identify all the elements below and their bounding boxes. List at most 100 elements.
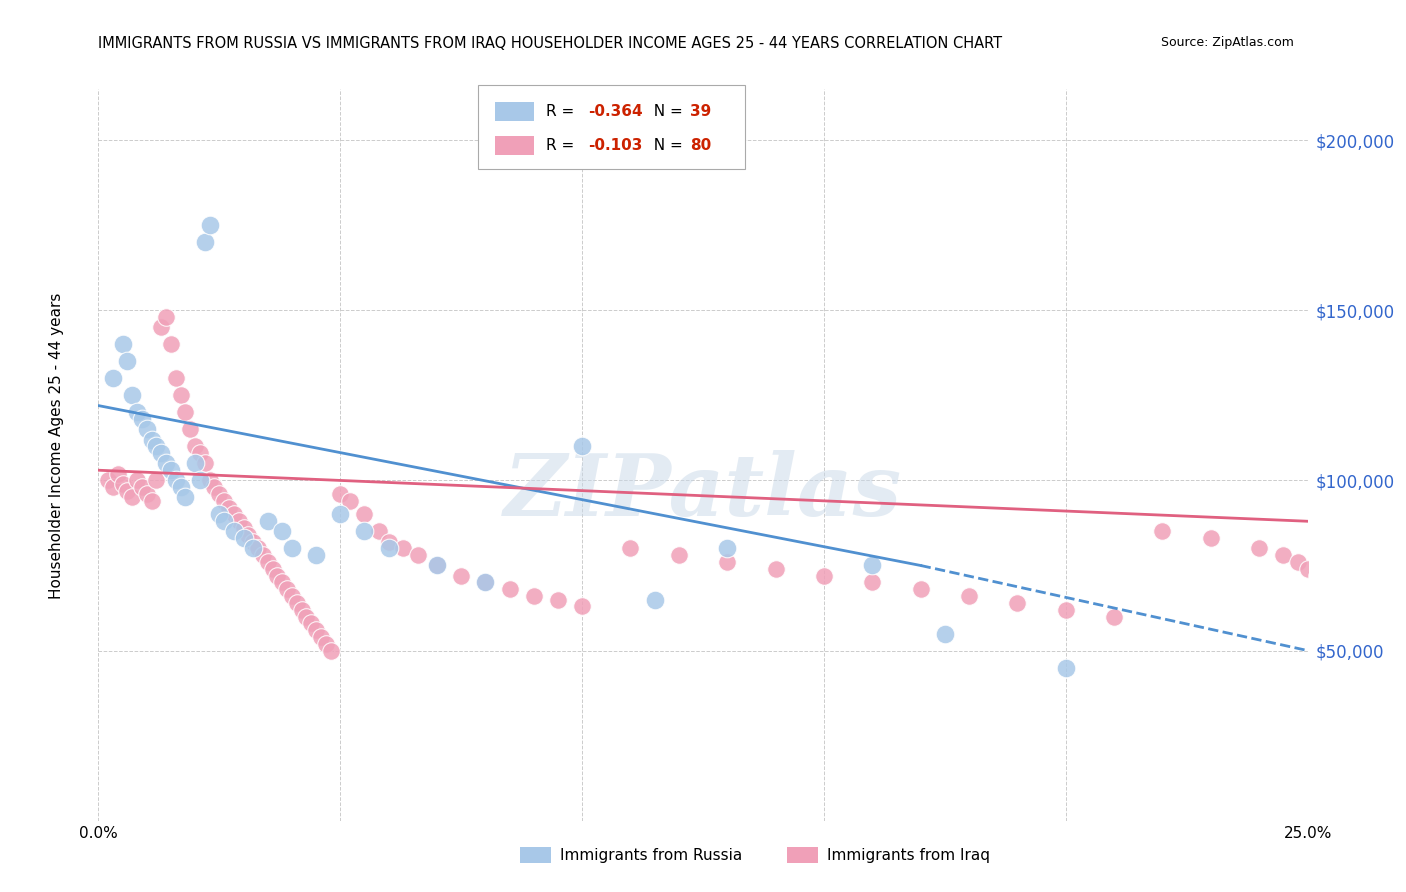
Point: [232, 531, 254, 545]
Text: -0.364: -0.364: [588, 104, 643, 119]
Point: [392, 541, 415, 556]
Point: [339, 493, 361, 508]
Point: [101, 480, 124, 494]
Point: [184, 439, 207, 453]
Point: [305, 549, 328, 563]
Text: Source: ZipAtlas.com: Source: ZipAtlas.com: [1160, 36, 1294, 49]
Point: [150, 446, 173, 460]
Point: [377, 541, 399, 556]
Point: [765, 562, 787, 576]
Text: N =: N =: [644, 104, 688, 119]
Point: [135, 487, 157, 501]
Text: 80: 80: [690, 138, 711, 153]
Point: [198, 219, 221, 233]
Text: R =: R =: [546, 138, 579, 153]
Point: [198, 474, 221, 488]
Point: [910, 582, 932, 597]
Point: [368, 524, 391, 539]
Point: [329, 508, 352, 522]
Point: [107, 467, 129, 481]
Point: [1054, 660, 1077, 674]
Point: [716, 555, 738, 569]
Point: [1272, 549, 1295, 563]
Point: [188, 446, 211, 460]
Point: [222, 524, 245, 539]
Point: [155, 457, 177, 471]
Point: [523, 589, 546, 603]
Point: [426, 558, 449, 573]
Point: [256, 555, 278, 569]
Point: [813, 568, 835, 582]
Point: [247, 541, 270, 556]
Text: IMMIGRANTS FROM RUSSIA VS IMMIGRANTS FROM IRAQ HOUSEHOLDER INCOME AGES 25 - 44 Y: IMMIGRANTS FROM RUSSIA VS IMMIGRANTS FRO…: [98, 36, 1002, 51]
Point: [474, 575, 496, 590]
Point: [571, 599, 593, 614]
Point: [285, 596, 308, 610]
Text: R =: R =: [546, 104, 579, 119]
Point: [406, 549, 429, 563]
Point: [155, 310, 177, 325]
Point: [262, 562, 284, 576]
Point: [860, 558, 883, 573]
Point: [194, 235, 217, 250]
Point: [194, 457, 217, 471]
Point: [299, 616, 322, 631]
Point: [498, 582, 520, 597]
Point: [184, 457, 207, 471]
Point: [1249, 541, 1271, 556]
Point: [238, 528, 260, 542]
Point: [127, 405, 149, 419]
Point: [212, 493, 235, 508]
Text: ZIPatlas: ZIPatlas: [503, 450, 903, 533]
Point: [160, 337, 183, 351]
Point: [319, 643, 342, 657]
Point: [315, 637, 337, 651]
Point: [131, 480, 153, 494]
Text: Householder Income Ages 25 - 44 years: Householder Income Ages 25 - 44 years: [49, 293, 63, 599]
Point: [145, 439, 167, 453]
Point: [232, 521, 254, 535]
Point: [208, 508, 231, 522]
Text: 39: 39: [690, 104, 711, 119]
Point: [121, 388, 143, 402]
Point: [141, 493, 163, 508]
Point: [179, 422, 201, 436]
Point: [218, 500, 240, 515]
Point: [571, 439, 593, 453]
Point: [174, 491, 197, 505]
Point: [450, 568, 472, 582]
Point: [165, 371, 187, 385]
Point: [145, 474, 167, 488]
Point: [1296, 562, 1319, 576]
Point: [426, 558, 449, 573]
Point: [1054, 603, 1077, 617]
Text: -0.103: -0.103: [588, 138, 643, 153]
Point: [117, 354, 139, 368]
Point: [1152, 524, 1174, 539]
Point: [276, 582, 298, 597]
Point: [295, 609, 318, 624]
Point: [716, 541, 738, 556]
Point: [860, 575, 883, 590]
Point: [377, 534, 399, 549]
Point: [1286, 555, 1309, 569]
Point: [290, 603, 312, 617]
Point: [353, 508, 375, 522]
Point: [169, 480, 191, 494]
Point: [212, 514, 235, 528]
Point: [188, 474, 211, 488]
Point: [208, 487, 231, 501]
Point: [252, 549, 274, 563]
Point: [1306, 568, 1329, 582]
Point: [228, 514, 250, 528]
Point: [271, 524, 294, 539]
Point: [121, 491, 143, 505]
Point: [353, 524, 375, 539]
Point: [329, 487, 352, 501]
Point: [169, 388, 191, 402]
Point: [165, 474, 187, 488]
Point: [281, 589, 304, 603]
Point: [101, 371, 124, 385]
Point: [266, 568, 288, 582]
Point: [242, 534, 264, 549]
